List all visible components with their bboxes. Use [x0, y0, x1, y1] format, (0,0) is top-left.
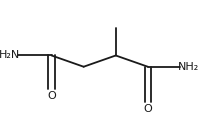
Text: O: O: [143, 104, 152, 114]
Text: O: O: [47, 91, 56, 101]
Text: NH₂: NH₂: [178, 62, 199, 72]
Text: H₂N: H₂N: [0, 51, 20, 61]
